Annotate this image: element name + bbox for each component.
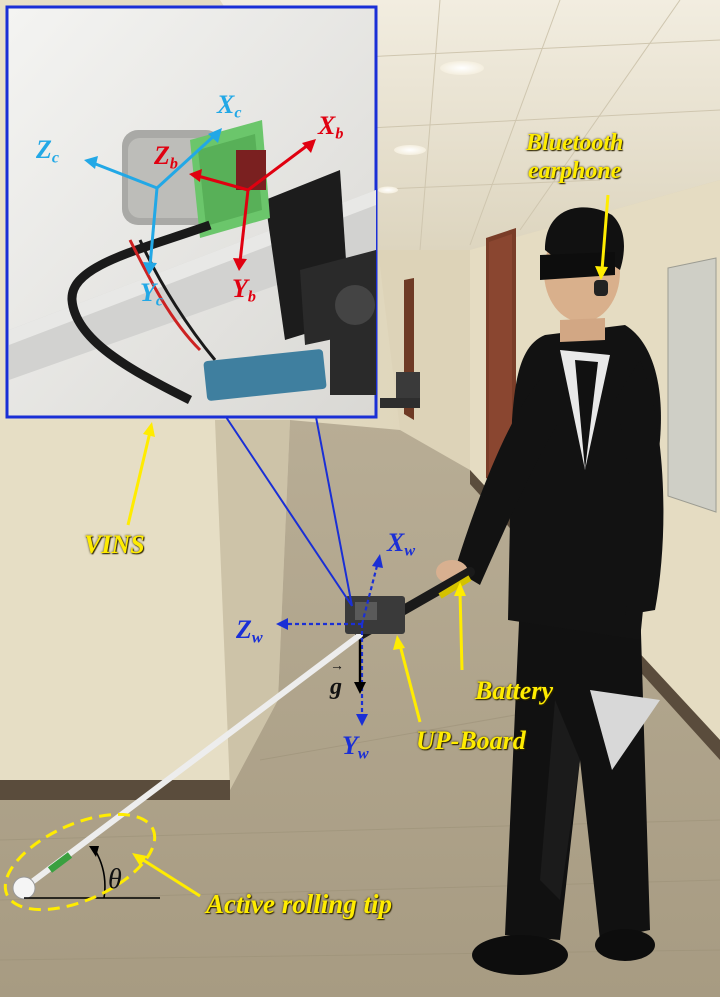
axis-sub: w [251,629,263,647]
axis-letter: Y [232,274,248,303]
vector-arrow-icon: → [330,659,344,674]
world-x-label: Xw [387,530,415,560]
bluetooth-line2: earphone [528,157,622,184]
axis-sub: c [234,104,242,122]
theta-label: θ [108,864,122,895]
axis-letter: Z [36,135,52,164]
bluetooth-earphone-label: Bluetooth earphone [526,130,623,185]
camera-z-label: Zc [36,137,59,167]
camera-y-label: Yc [140,280,163,310]
axis-sub: w [357,745,369,763]
world-y-label: Yw [342,733,369,763]
body-x-label: Xb [318,113,343,143]
axis-sub: b [247,288,256,306]
bluetooth-line1: Bluetooth [526,130,624,156]
camera-x-label: Xc [217,92,242,122]
axis-sub: c [155,292,164,310]
axis-letter: X [217,90,235,119]
upboard-label: UP-Board [416,726,526,755]
body-y-label: Yb [232,276,256,306]
person [436,207,664,975]
axis-letter: Z [236,615,252,644]
vins-label: VINS [84,530,145,559]
axis-sub: b [169,155,178,173]
axis-letter: X [387,528,405,557]
body-z-label: Zb [154,143,178,173]
axis-sub: w [404,542,416,560]
axis-letter: Y [140,278,156,307]
battery-label: Battery [475,676,553,705]
gravity-letter: g [330,674,342,700]
active-rolling-tip-label: Active rolling tip [206,889,392,919]
axis-sub: b [335,125,344,143]
gravity-label: g → [330,660,344,700]
world-z-label: Zw [236,617,263,647]
axis-letter: X [318,111,336,140]
axis-sub: c [51,149,60,167]
axis-letter: Y [342,731,358,760]
axis-letter: Z [154,141,170,170]
